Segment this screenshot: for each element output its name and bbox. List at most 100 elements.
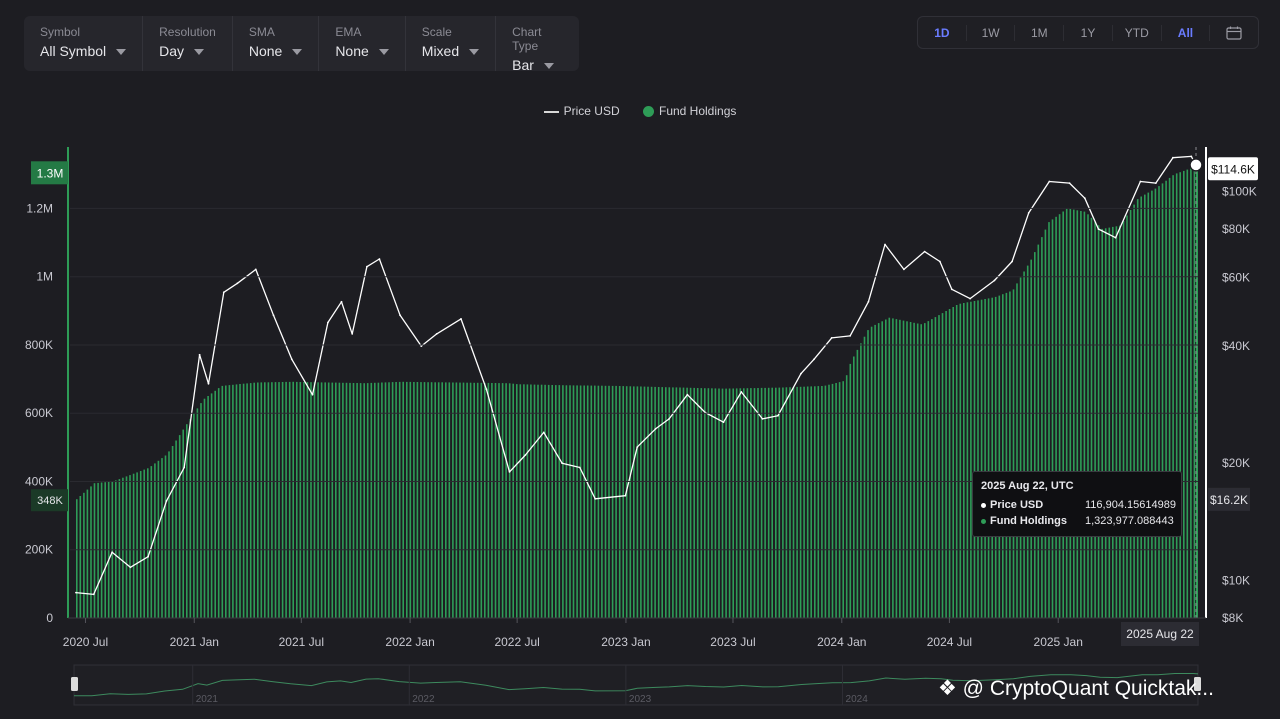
sma-select[interactable]: SMA None	[233, 16, 320, 71]
price-point	[1011, 260, 1013, 263]
price-point	[129, 566, 132, 569]
range-all-button[interactable]: All	[1162, 24, 1211, 41]
fund-bar	[927, 321, 930, 618]
fund-bar	[1126, 215, 1128, 618]
fund-bar	[551, 385, 553, 618]
fund-bar	[115, 480, 117, 618]
x-tick-label: 2025 Jan	[1034, 635, 1083, 649]
price-point	[969, 297, 971, 300]
range-1m-button[interactable]: 1M	[1015, 24, 1065, 41]
fund-bar	[264, 382, 266, 618]
fund-bar	[814, 386, 816, 618]
chart-type-select[interactable]: Chart Type Bar	[496, 16, 579, 73]
fund-bar	[583, 385, 585, 618]
fund-bar	[806, 386, 809, 618]
price-point	[508, 471, 511, 473]
fund-bar	[991, 297, 993, 618]
fund-bar	[675, 387, 678, 618]
symbol-label: Symbol	[40, 25, 81, 39]
symbol-select[interactable]: Symbol All Symbol	[24, 16, 144, 71]
price-point	[654, 428, 657, 430]
fund-bar	[1055, 216, 1057, 619]
fund-bar	[895, 319, 898, 618]
price-point	[183, 466, 186, 469]
fund-bar	[217, 388, 220, 618]
fund-bar	[437, 382, 440, 618]
scale-select[interactable]: Scale Mixed	[406, 16, 497, 71]
fund-bar	[462, 382, 465, 618]
fund-bar	[867, 330, 869, 618]
x-tick-label: 2023 Jan	[601, 635, 650, 649]
fund-bar	[938, 315, 940, 618]
fund-bar	[1051, 219, 1054, 618]
fund-bar	[1108, 227, 1111, 618]
x-tick-label: 2024 Jan	[817, 635, 866, 649]
fund-bar	[1062, 211, 1064, 618]
fund-bar	[835, 383, 837, 618]
fund-bar	[441, 382, 443, 618]
bullet-icon	[981, 502, 986, 508]
price-point	[1027, 212, 1030, 214]
fund-bar	[196, 408, 199, 618]
fund-bar	[586, 385, 589, 618]
fund-bar	[945, 311, 947, 618]
fund-bar	[523, 384, 525, 618]
legend-price[interactable]: Price USD	[543, 104, 620, 118]
range-1w-button[interactable]: 1W	[967, 24, 1016, 41]
fund-bar	[381, 382, 383, 618]
fund-bar	[232, 384, 234, 618]
fund-bar	[1196, 166, 1198, 618]
resolution-label: Resolution	[159, 25, 216, 39]
ema-select[interactable]: EMA None	[319, 16, 406, 71]
y-left-tick: 800K	[25, 338, 53, 352]
fund-bar	[608, 385, 610, 618]
fund-bar	[955, 305, 958, 618]
fund-bar	[1026, 265, 1029, 618]
price-point	[236, 282, 239, 285]
fund-bar	[650, 386, 653, 618]
price-point	[290, 358, 293, 361]
fund-bar	[296, 381, 298, 618]
fund-bar	[342, 382, 344, 618]
fund-bar	[746, 388, 749, 618]
fund-bar	[274, 382, 277, 618]
range-navigator[interactable]: 2021 2022 2023 2024	[71, 664, 1201, 706]
fund-bar	[1016, 283, 1018, 618]
fund-bar	[987, 298, 990, 618]
price-point	[435, 333, 438, 335]
fund-bar	[221, 385, 224, 618]
resolution-select[interactable]: Resolution Day	[143, 16, 233, 71]
fund-bar	[249, 383, 252, 618]
fund-bar	[1058, 214, 1061, 618]
fund-bar	[1101, 228, 1103, 618]
fund-bar	[157, 460, 160, 618]
fund-bar	[618, 386, 621, 618]
legend-fund[interactable]: Fund Holdings	[642, 104, 736, 118]
fund-bar	[576, 385, 578, 618]
fund-bar	[590, 385, 593, 618]
scale-value: Mixed	[421, 43, 460, 59]
fund-bar	[647, 386, 649, 618]
price-point	[636, 446, 639, 448]
range-1d-button[interactable]: 1D	[918, 24, 967, 41]
fund-bar	[640, 386, 642, 618]
right-marker-box	[1208, 157, 1258, 181]
fund-bar	[1115, 226, 1118, 619]
fund-bar	[1133, 204, 1135, 618]
fund-bar	[200, 403, 202, 618]
fund-bar	[413, 382, 415, 618]
calendar-button[interactable]	[1210, 25, 1258, 41]
fund-bar	[856, 349, 859, 618]
range-ytd-button[interactable]: YTD	[1113, 24, 1162, 41]
fund-bar	[139, 471, 142, 618]
fund-bar	[281, 382, 284, 618]
fund-bar	[654, 386, 656, 618]
navigator-tick-label: 2022	[412, 694, 435, 705]
range-1y-button[interactable]: 1Y	[1064, 24, 1113, 41]
fund-bar	[388, 382, 390, 618]
fund-bar	[860, 343, 862, 618]
fund-bar	[767, 387, 770, 618]
fund-bar	[242, 383, 245, 618]
price-point	[420, 345, 423, 347]
